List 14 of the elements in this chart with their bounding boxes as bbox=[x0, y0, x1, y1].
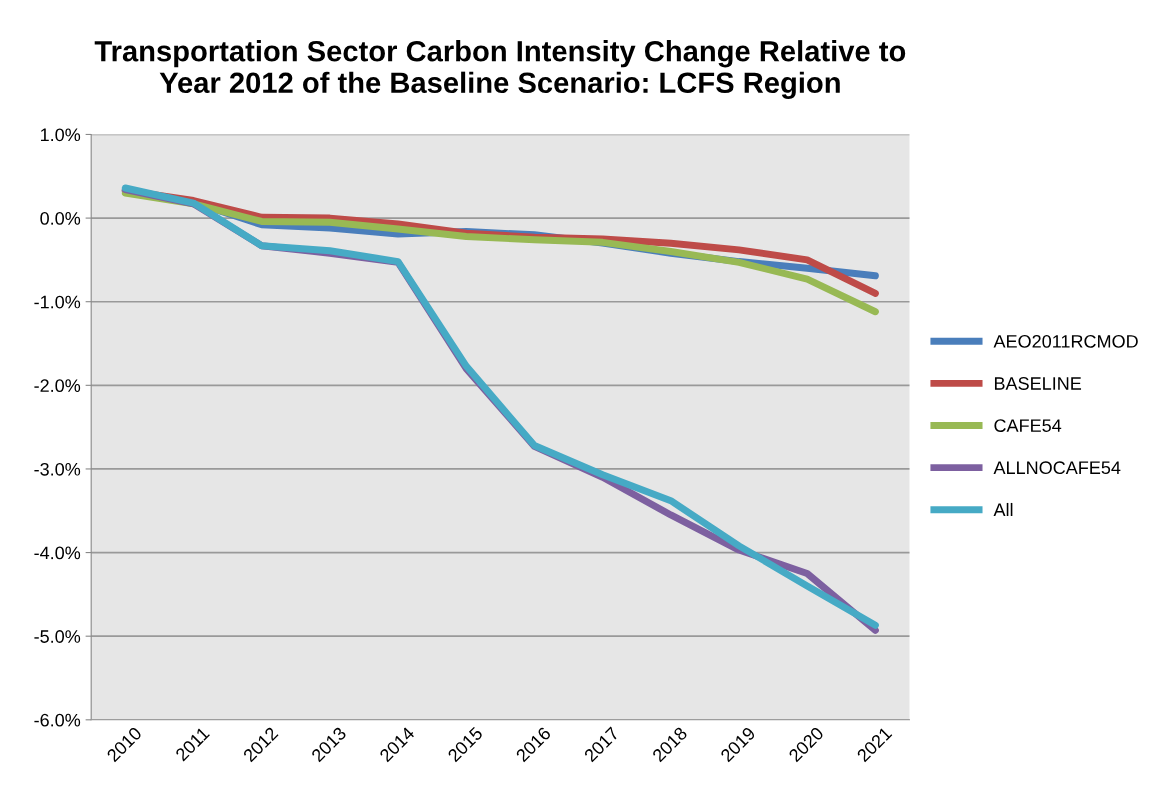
y-tick-label: -1.0% bbox=[34, 295, 81, 309]
legend-label: ALLNOCAFE54 bbox=[993, 461, 1121, 475]
chart-title: Transportation Sector Carbon Intensity Change Relative to Year 2012 of the Baseline Scenario: LCFS Region bbox=[94, 40, 906, 99]
legend-label: BASELINE bbox=[994, 377, 1082, 390]
y-tick-label: -6.0% bbox=[34, 713, 81, 727]
y-tick-label: 1.0% bbox=[40, 128, 81, 142]
y-tick-label: -5.0% bbox=[34, 630, 81, 643]
y-tick-label: -3.0% bbox=[34, 462, 81, 476]
legend-label: AEO2011RCMOD bbox=[993, 334, 1138, 348]
legend-label: All bbox=[993, 502, 1013, 517]
y-tick-label: 0.0% bbox=[40, 212, 81, 225]
legend-label: CAFE54 bbox=[994, 419, 1062, 432]
y-tick-label: -4.0% bbox=[34, 546, 81, 560]
y-tick-label: -2.0% bbox=[34, 379, 81, 393]
